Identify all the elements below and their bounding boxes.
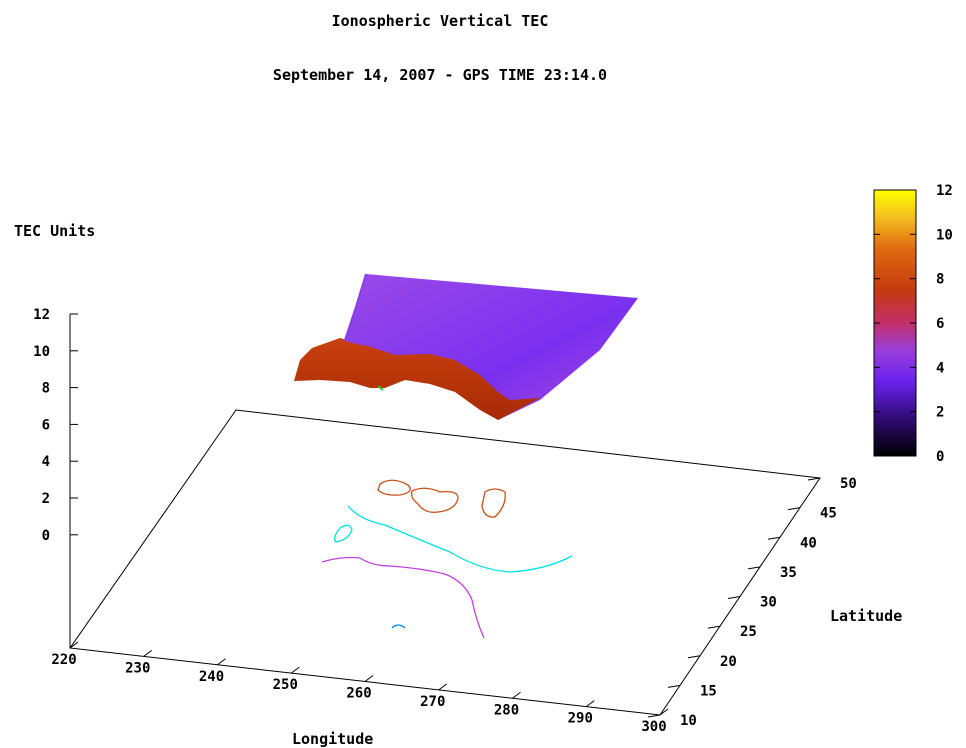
y-tick-label: 15: [700, 683, 717, 699]
x-tick-label: 260: [346, 686, 371, 702]
y-tick-mark: [687, 655, 701, 659]
y-tick-label: 40: [800, 535, 817, 551]
y-tick-label: 10: [680, 713, 697, 729]
colorbar-tick-label: 4: [936, 360, 944, 376]
x-tick-label: 290: [568, 711, 593, 727]
y-tick-mark: [787, 507, 801, 511]
y-tick-mark: [767, 536, 781, 540]
base-plane-frame: [69, 409, 821, 716]
z-tick-label: 12: [33, 307, 50, 323]
y-tick-label: 45: [820, 506, 837, 522]
y-tick-label: 30: [760, 595, 777, 611]
x-axis-label: Longitude: [292, 730, 373, 748]
z-tick-label: 0: [42, 528, 50, 544]
colorbar-gradient: [873, 189, 917, 457]
y-tick-mark: [667, 684, 681, 688]
z-tick-label: 2: [42, 491, 50, 507]
y-tick-mark: [747, 566, 761, 570]
x-tick-label: 300: [641, 719, 666, 735]
x-tick-mark: [217, 658, 226, 666]
surface-lower-region: [294, 338, 540, 420]
y-tick-label: 35: [780, 565, 797, 581]
contour-blue: [391, 624, 406, 629]
colorbar-tick-label: 0: [936, 449, 944, 465]
contour-orange-2: [410, 487, 459, 513]
x-tick-mark: [364, 675, 374, 682]
z-axis-label: TEC Units: [14, 222, 95, 240]
x-tick-mark: [290, 666, 300, 674]
y-tick-mark: [807, 477, 821, 481]
x-tick-label: 220: [51, 652, 76, 668]
contour-orange-3: [481, 488, 506, 518]
z-tick-label: 8: [42, 381, 50, 397]
z-tick-label: 10: [33, 344, 50, 360]
y-axis-label: Latitude: [830, 607, 902, 625]
y-tick-mark: [647, 714, 661, 718]
base-plane: 220 230 240 250 260 270 280 290 300 101520253035…: [51, 409, 857, 735]
surface-green-speck: [377, 385, 384, 391]
colorbar-tick-label: 6: [936, 316, 944, 332]
x-tick-mark: [659, 708, 669, 716]
colorbar-tick-label: 10: [936, 227, 953, 243]
z-tick-label: 4: [42, 454, 50, 470]
colorbar-tick-label: 8: [936, 272, 944, 288]
y-tick-label: 20: [720, 654, 737, 670]
y-tick-label: 50: [840, 476, 857, 492]
contour-lines: [321, 479, 573, 639]
y-tick-mark: [727, 596, 741, 599]
colorbar-tick-label: 12: [936, 183, 953, 199]
contour-orange-1: [377, 479, 411, 496]
contour-cyan-1: [347, 505, 573, 573]
y-tick-mark: [707, 625, 721, 629]
chart-title: Ionospheric Vertical TEC: [332, 12, 549, 30]
contour-cyan-2: [334, 524, 353, 543]
x-tick-mark: [143, 649, 153, 657]
z-axis: 12 10 8 6 4 2 0: [33, 307, 78, 648]
surface-edge: [343, 273, 367, 346]
colorbar: 12 10 8 6 4 2 0: [873, 183, 953, 465]
y-tick-label: 25: [740, 624, 757, 640]
contour-purple: [321, 556, 485, 639]
chart-subtitle: September 14, 2007 - GPS TIME 23:14.0: [273, 66, 607, 84]
x-tick-label: 230: [125, 660, 150, 676]
surface-upper-region: [345, 274, 638, 420]
x-tick-mark: [69, 641, 79, 649]
x-tick-mark: [585, 700, 595, 708]
colorbar-tick-label: 2: [936, 405, 944, 421]
x-tick-mark: [512, 691, 521, 699]
tec-surface: [294, 273, 638, 420]
x-tick-label: 280: [494, 702, 519, 718]
x-tick-label: 240: [199, 669, 224, 685]
x-tick-label: 270: [420, 694, 445, 710]
z-tick-label: 6: [42, 417, 50, 433]
x-tick-mark: [438, 683, 448, 691]
x-tick-label: 250: [273, 677, 298, 693]
